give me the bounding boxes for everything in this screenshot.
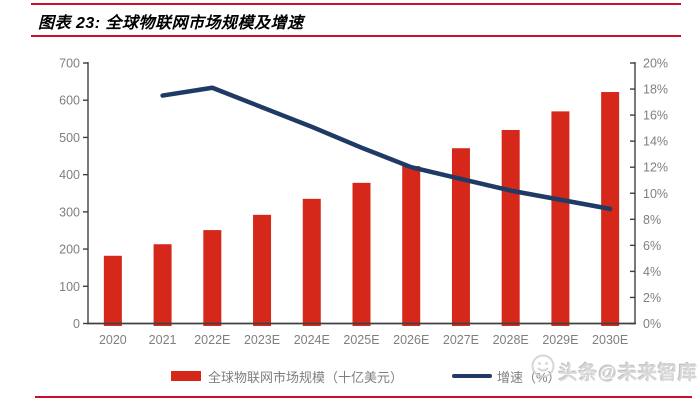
right-axis-tick-label: 12% (643, 161, 668, 175)
footer-rule (35, 396, 692, 398)
bar-2021 (153, 244, 172, 326)
bar-2022E (203, 230, 222, 326)
right-axis-tick-label: 4% (643, 265, 661, 279)
left-axis-tick-label: 0 (73, 317, 80, 331)
left-axis-tick-label: 200 (59, 243, 80, 257)
bar-2026E (402, 166, 421, 326)
right-axis-tick-label: 16% (643, 109, 668, 123)
left-axis-tick-label: 100 (59, 280, 80, 294)
left-axis-tick-label: 600 (59, 94, 80, 108)
right-axis-tick-label: 2% (643, 291, 661, 305)
right-axis-tick-label: 6% (643, 239, 661, 253)
x-axis-label-2028E: 2028E (493, 333, 529, 347)
legend-item-market-size: 全球物联网市场规模（十亿美元） (171, 368, 404, 385)
x-axis-label-2026E: 2026E (393, 333, 429, 347)
x-axis-label-2022E: 2022E (194, 333, 230, 347)
bar-2020 (103, 255, 122, 326)
x-axis-label-2020: 2020 (99, 333, 127, 347)
growth-line (160, 85, 613, 212)
bar-2028E (501, 129, 520, 326)
x-axis-label-2025E: 2025E (343, 333, 379, 347)
right-axis-tick-label: 14% (643, 135, 668, 149)
legend-line-label: 增速（%） (497, 369, 561, 385)
x-axis-label-2021: 2021 (149, 333, 177, 347)
left-axis-tick-label: 300 (59, 205, 80, 219)
x-axis-label-2024E: 2024E (294, 333, 330, 347)
right-axis-tick-label: 8% (643, 213, 661, 227)
x-axis-label-2030E: 2030E (592, 333, 628, 347)
legend-bar-swatch (171, 371, 201, 381)
x-axis-label-2027E: 2027E (443, 333, 479, 347)
bar-2023E (253, 214, 272, 326)
legend-line-swatch (452, 374, 492, 378)
right-axis-tick-label: 18% (643, 83, 668, 97)
right-axis-tick-label: 20% (643, 57, 668, 71)
bar-2024E (302, 198, 321, 326)
header-rule-top (31, 3, 681, 5)
bar-2027E (451, 148, 470, 326)
right-axis-tick-label: 0% (643, 317, 661, 331)
figure-title: 图表 23: 全球物联网市场规模及增速 (38, 15, 304, 32)
left-axis-tick-label: 400 (59, 168, 80, 182)
left-axis-tick-label: 700 (59, 57, 80, 71)
legend-bar-label: 全球物联网市场规模（十亿美元） (208, 369, 404, 385)
bar-2029E (551, 111, 570, 326)
bar-2025E (352, 182, 371, 326)
x-axis-label-2023E: 2023E (244, 333, 280, 347)
x-axis-label-2029E: 2029E (542, 333, 578, 347)
right-axis-tick-label: 10% (643, 187, 668, 201)
header-rule-bottom (31, 35, 681, 37)
left-axis-tick-label: 500 (59, 131, 80, 145)
legend-item-growth: 增速（%） (452, 368, 561, 385)
